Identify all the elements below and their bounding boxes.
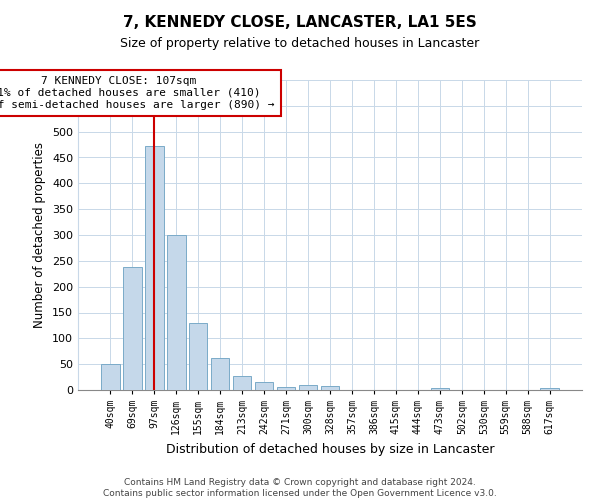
Bar	[541, 388, 559, 390]
Bar	[299, 385, 317, 390]
Bar	[101, 364, 119, 390]
Bar	[167, 235, 185, 390]
Bar	[189, 323, 208, 390]
Bar	[145, 146, 164, 390]
Bar	[211, 358, 229, 390]
Text: Size of property relative to detached houses in Lancaster: Size of property relative to detached ho…	[121, 38, 479, 51]
Text: 7 KENNEDY CLOSE: 107sqm
← 31% of detached houses are smaller (410)
68% of semi-d: 7 KENNEDY CLOSE: 107sqm ← 31% of detache…	[0, 76, 274, 110]
Bar	[255, 382, 274, 390]
Text: 7, KENNEDY CLOSE, LANCASTER, LA1 5ES: 7, KENNEDY CLOSE, LANCASTER, LA1 5ES	[123, 15, 477, 30]
Bar	[431, 388, 449, 390]
Bar	[320, 386, 340, 390]
Bar	[123, 267, 142, 390]
Text: Contains HM Land Registry data © Crown copyright and database right 2024.
Contai: Contains HM Land Registry data © Crown c…	[103, 478, 497, 498]
X-axis label: Distribution of detached houses by size in Lancaster: Distribution of detached houses by size …	[166, 442, 494, 456]
Bar	[233, 376, 251, 390]
Bar	[277, 388, 295, 390]
Y-axis label: Number of detached properties: Number of detached properties	[34, 142, 46, 328]
